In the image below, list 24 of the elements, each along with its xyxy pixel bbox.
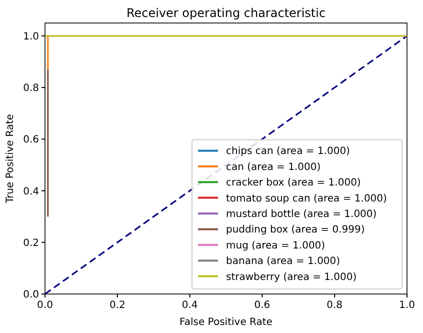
x-tick-label: 0.8 bbox=[326, 300, 343, 311]
legend-label: cracker box (area = 1.000) bbox=[226, 178, 361, 189]
legend-label: tomato soup can (area = 1.000) bbox=[226, 193, 388, 204]
x-tick-label: 0.2 bbox=[109, 300, 126, 311]
y-tick-label: 0.6 bbox=[23, 134, 39, 146]
legend-label: strawberry (area = 1.000) bbox=[226, 272, 357, 283]
chart-title: Receiver operating characteristic bbox=[126, 6, 326, 20]
y-tick-label: 0.8 bbox=[23, 83, 39, 94]
x-tick-label: 1.0 bbox=[399, 300, 415, 311]
legend-label: can (area = 1.000) bbox=[226, 162, 321, 173]
x-tick-label: 0.6 bbox=[254, 300, 270, 311]
legend-label: mug (area = 1.000) bbox=[226, 240, 326, 252]
x-tick-label: 0.0 bbox=[37, 300, 53, 311]
legend-label: banana (area = 1.000) bbox=[226, 256, 340, 268]
y-tick-label: 0.0 bbox=[23, 290, 39, 300]
x-tick-label: 0.4 bbox=[182, 300, 198, 311]
legend-label: chips can (area = 1.000) bbox=[226, 146, 350, 158]
y-tick-label: 1.0 bbox=[23, 31, 39, 42]
legend-label: mustard bottle (area = 1.000) bbox=[226, 209, 377, 220]
y-axis-title: True Positive Rate bbox=[5, 114, 16, 204]
y-tick-label: 0.4 bbox=[23, 186, 39, 198]
x-axis-title: False Positive Rate bbox=[180, 317, 272, 328]
legend-label: pudding box (area = 0.999) bbox=[226, 224, 365, 236]
y-tick-label: 0.2 bbox=[23, 238, 39, 249]
